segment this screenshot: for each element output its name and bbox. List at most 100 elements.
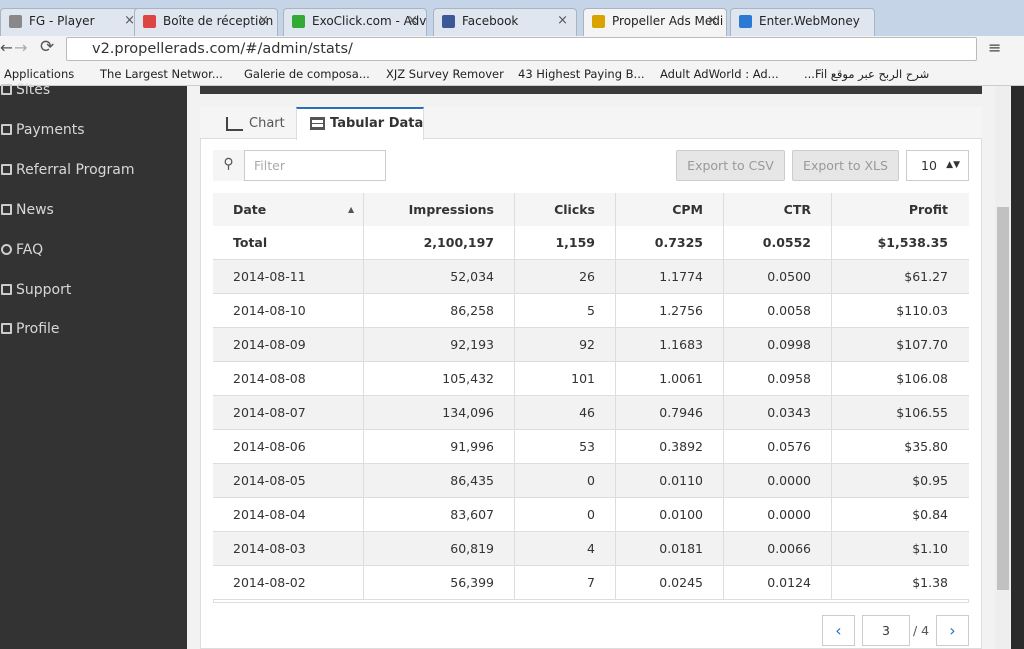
table-cell: $61.27 — [904, 269, 948, 284]
reload-button[interactable]: ⟳ — [40, 37, 55, 57]
bookmark[interactable]: Galerie de composa... — [244, 67, 370, 81]
table-row — [213, 566, 969, 600]
table-row — [213, 362, 969, 396]
tab-icon — [592, 15, 605, 28]
column-header[interactable]: CTR — [724, 193, 832, 227]
table-cell: 0.0100 — [616, 498, 724, 532]
tab-icon — [292, 15, 305, 28]
menu-button[interactable]: ≡ — [988, 38, 1002, 57]
table-cell: 53 — [515, 430, 616, 464]
table-cell: 2014-08-03 — [213, 532, 364, 566]
browser-tab[interactable]: Facebook × — [433, 8, 577, 36]
tab-close[interactable]: × — [124, 13, 135, 28]
prev-page[interactable]: ‹ — [822, 615, 855, 646]
sidebar-item[interactable]: Support — [16, 282, 72, 298]
bookmark[interactable]: شرح الربح عبر موقع Fil... — [804, 67, 930, 81]
search-icon: ⚲ — [213, 150, 245, 181]
sidebar-icon — [1, 204, 12, 215]
address-bar[interactable] — [66, 37, 977, 61]
column-header[interactable]: Date — [213, 193, 364, 227]
table-cell: 0.0552 — [724, 226, 832, 260]
sidebar-item[interactable]: FAQ — [16, 242, 44, 258]
sidebar-item[interactable]: News — [16, 202, 54, 218]
table-row — [213, 396, 969, 430]
tab-icon — [739, 15, 752, 28]
export-csv-button[interactable]: Export to CSV — [676, 150, 785, 181]
sidebar-item[interactable]: Profile — [16, 321, 60, 337]
table-cell: 4 — [515, 532, 616, 566]
table-cell: 2014-08-04 — [213, 498, 364, 532]
bookmark[interactable]: The Largest Networ... — [100, 67, 223, 81]
table-cell: $106.55 — [896, 405, 948, 420]
sidebar-icon — [1, 284, 12, 295]
scroll-thumb[interactable] — [997, 207, 1009, 590]
bookmark[interactable]: XJZ Survey Remover — [386, 67, 504, 81]
table-cell: 0.7946 — [616, 396, 724, 430]
table-row — [213, 226, 969, 260]
table-row — [213, 260, 969, 294]
column-header[interactable]: Profit — [908, 202, 948, 217]
column-header[interactable]: CPM — [616, 193, 724, 227]
tab-close[interactable]: × — [407, 13, 418, 28]
table-cell: 91,996 — [364, 430, 515, 464]
browser-tab[interactable]: Boîte de réception (× — [134, 8, 278, 36]
header-band — [200, 86, 982, 94]
table-row — [213, 532, 969, 566]
column-header[interactable]: Clicks — [515, 193, 616, 227]
tab-close[interactable]: × — [557, 13, 568, 28]
table-cell: 0.0000 — [724, 498, 832, 532]
sidebar-item[interactable]: Referral Program — [16, 162, 135, 178]
table-cell: 46 — [515, 396, 616, 430]
table-cell: $1.10 — [912, 541, 948, 556]
view-tab[interactable]: Chart — [249, 116, 285, 131]
table-cell: 0.0576 — [724, 430, 832, 464]
table-row — [213, 498, 969, 532]
table-cell: 105,432 — [364, 362, 515, 396]
table-cell: 7 — [515, 566, 616, 600]
tab-icon — [442, 15, 455, 28]
browser-tab[interactable]: FG - Player × — [0, 8, 144, 36]
browser-tab[interactable]: Enter.WebMoney — [730, 8, 875, 36]
bookmark[interactable]: Applications — [4, 67, 75, 81]
column-header[interactable]: Impressions — [364, 193, 515, 227]
sidebar-item[interactable]: Sites — [16, 82, 51, 98]
export-xls-button[interactable]: Export to XLS — [792, 150, 899, 181]
table-cell: $0.95 — [912, 473, 948, 488]
bookmark[interactable]: 43 Highest Paying B... — [518, 67, 645, 81]
next-page[interactable]: › — [936, 615, 969, 646]
table-cell: 1.1774 — [616, 260, 724, 294]
tab-close[interactable]: × — [258, 13, 269, 28]
table-cell: 0.0124 — [724, 566, 832, 600]
table-cell: 2014-08-09 — [213, 328, 364, 362]
table-cell: 86,435 — [364, 464, 515, 498]
forward-button[interactable]: → — [14, 38, 28, 57]
sidebar-icon — [1, 124, 12, 135]
tab-close[interactable]: × — [707, 13, 718, 28]
bookmark[interactable]: Adult AdWorld : Ad... — [660, 67, 779, 81]
table-row — [213, 294, 969, 328]
table-cell: 0 — [515, 464, 616, 498]
browser-tab[interactable]: ExoClick.com - Adv × — [283, 8, 427, 36]
sidebar-item[interactable]: Payments — [16, 122, 85, 138]
table-cell: 1.0061 — [616, 362, 724, 396]
browser-tab[interactable]: Propeller Ads Medi × — [583, 8, 727, 36]
page-input[interactable]: 3 — [862, 615, 910, 646]
tab-icon — [9, 15, 22, 28]
table-cell: 1.1683 — [616, 328, 724, 362]
table-cell: 2014-08-05 — [213, 464, 364, 498]
table-cell: 0.0066 — [724, 532, 832, 566]
table-cell: 0.0110 — [616, 464, 724, 498]
select-arrow: ▲▼ — [946, 160, 960, 170]
table-cell: 101 — [515, 362, 616, 396]
table-cell: $35.80 — [904, 439, 948, 454]
table-cell: 1,159 — [515, 226, 616, 260]
table-cell: 83,607 — [364, 498, 515, 532]
table-cell: 0.0958 — [724, 362, 832, 396]
sidebar-icon — [1, 323, 12, 334]
table-cell: 86,258 — [364, 294, 515, 328]
back-button[interactable]: ← — [0, 38, 12, 57]
page-size-select[interactable]: 10 ▲▼ — [906, 150, 969, 181]
table-icon — [310, 117, 325, 130]
table-cell: $0.84 — [912, 507, 948, 522]
table-cell: 56,399 — [364, 566, 515, 600]
